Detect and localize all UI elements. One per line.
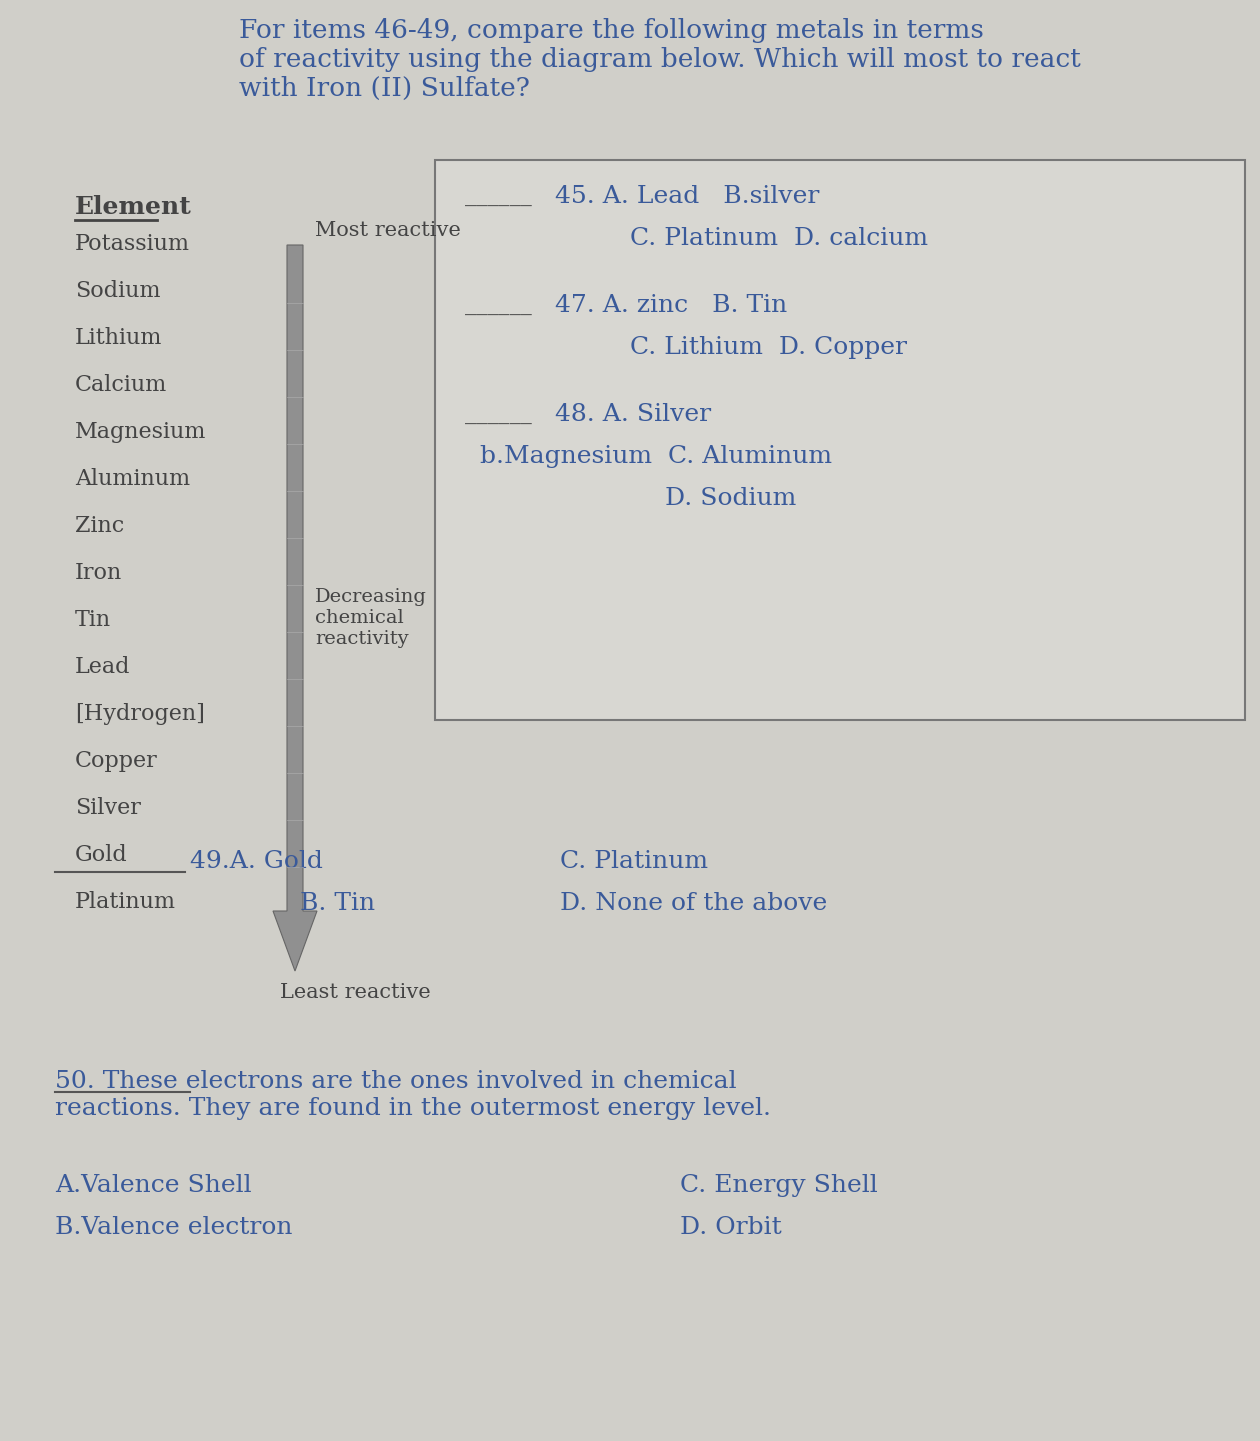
Text: Zinc: Zinc [76,514,125,537]
Text: B.Valence electron: B.Valence electron [55,1216,292,1239]
Text: ______: ______ [465,294,532,316]
Text: Lead: Lead [76,656,131,679]
Text: B. Tin: B. Tin [300,892,375,915]
Text: Element: Element [76,195,192,219]
Text: Gold: Gold [76,844,127,866]
Text: C. Lithium  D. Copper: C. Lithium D. Copper [630,336,907,359]
Text: Silver: Silver [76,797,141,818]
Text: 50. These electrons are the ones involved in chemical
reactions. They are found : 50. These electrons are the ones involve… [55,1071,771,1120]
Text: Platinum: Platinum [76,891,176,914]
Text: C. Platinum  D. calcium: C. Platinum D. calcium [630,228,929,249]
Text: Most reactive: Most reactive [315,220,461,241]
Text: Potassium: Potassium [76,233,190,255]
Text: For items 46-49, compare the following metals in terms
of reactivity using the d: For items 46-49, compare the following m… [239,17,1081,101]
Text: 48. A. Silver: 48. A. Silver [554,403,711,427]
Text: Least reactive: Least reactive [280,983,431,1001]
Text: C. Platinum: C. Platinum [559,850,708,873]
Text: C. Energy Shell: C. Energy Shell [680,1174,878,1197]
FancyBboxPatch shape [435,160,1245,720]
Text: Calcium: Calcium [76,375,168,396]
Text: Tin: Tin [76,610,111,631]
Text: [Hydrogen]: [Hydrogen] [76,703,205,725]
Text: Sodium: Sodium [76,280,160,303]
Text: D. Orbit: D. Orbit [680,1216,781,1239]
Text: D. None of the above: D. None of the above [559,892,828,915]
Text: A.Valence Shell: A.Valence Shell [55,1174,252,1197]
Text: Lithium: Lithium [76,327,163,349]
Text: b.Magnesium  C. Aluminum: b.Magnesium C. Aluminum [480,445,832,468]
Text: ______: ______ [465,403,532,425]
Text: 45. A. Lead   B.silver: 45. A. Lead B.silver [554,184,819,208]
Text: Magnesium: Magnesium [76,421,207,442]
Text: Iron: Iron [76,562,122,584]
Polygon shape [273,245,318,971]
Text: Decreasing
chemical
reactivity: Decreasing chemical reactivity [315,588,427,648]
Text: Copper: Copper [76,749,158,772]
Text: 47. A. zinc   B. Tin: 47. A. zinc B. Tin [554,294,788,317]
Text: Aluminum: Aluminum [76,468,190,490]
Text: D. Sodium: D. Sodium [665,487,796,510]
Text: ______: ______ [465,184,532,208]
Text: 49.A. Gold: 49.A. Gold [190,850,323,873]
